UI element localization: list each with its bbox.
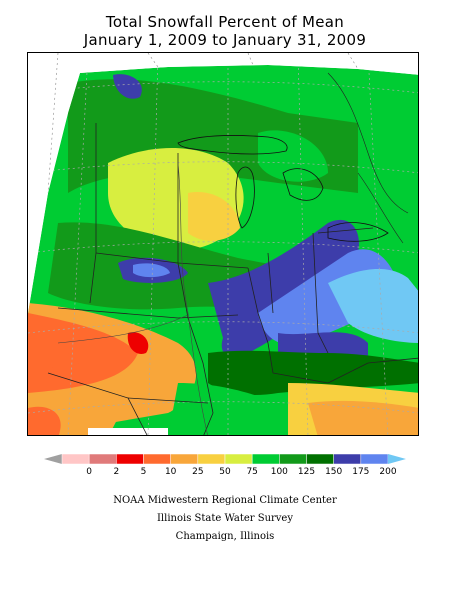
- credit-organization: NOAA Midwestern Regional Climate Center: [113, 495, 337, 506]
- snowfall-map: [27, 52, 419, 436]
- legend-tick-label: 0: [86, 467, 92, 477]
- legend-tick-label: 5: [141, 467, 147, 477]
- legend-arrow-low: [44, 454, 62, 464]
- legend-tick-label: 100: [271, 467, 288, 477]
- legend-swatch: [116, 453, 144, 465]
- legend-swatch: [143, 453, 171, 465]
- color-legend: 0 2 5 10 25 50 75 100 125 150 175 200: [44, 453, 406, 477]
- legend-tick-label: 2: [113, 467, 119, 477]
- snowfall-map-graphic: [28, 53, 418, 435]
- legend-tick-label: 50: [219, 467, 231, 477]
- legend-swatch: [170, 453, 199, 465]
- legend-swatch: [197, 453, 226, 465]
- snowfall-fields: [28, 65, 418, 435]
- map-date-range: January 1, 2009 to January 31, 2009: [83, 31, 367, 49]
- legend-tick-label: 150: [325, 467, 342, 477]
- credit-survey: Illinois State Water Survey: [156, 513, 293, 524]
- legend-tick-label: 75: [246, 467, 257, 477]
- legend-tick-label: 125: [298, 467, 315, 477]
- map-title: Total Snowfall Percent of Mean: [105, 13, 345, 31]
- credit-location: Champaign, Illinois: [175, 531, 275, 542]
- legend-tick-label: 10: [165, 467, 177, 477]
- legend-swatch: [306, 453, 334, 465]
- legend-tick-label: 25: [192, 467, 203, 477]
- legend-swatch: [333, 453, 362, 465]
- legend-swatch: [279, 453, 307, 465]
- legend-swatch: [88, 453, 117, 465]
- legend-swatch: [224, 453, 253, 465]
- legend-swatch: [360, 453, 389, 465]
- legend-swatch: [61, 453, 90, 465]
- legend-tick-label: 200: [379, 467, 396, 477]
- legend-arrow-high: [388, 454, 406, 464]
- legend-tick-label: 175: [352, 467, 369, 477]
- legend-swatch: [251, 453, 280, 465]
